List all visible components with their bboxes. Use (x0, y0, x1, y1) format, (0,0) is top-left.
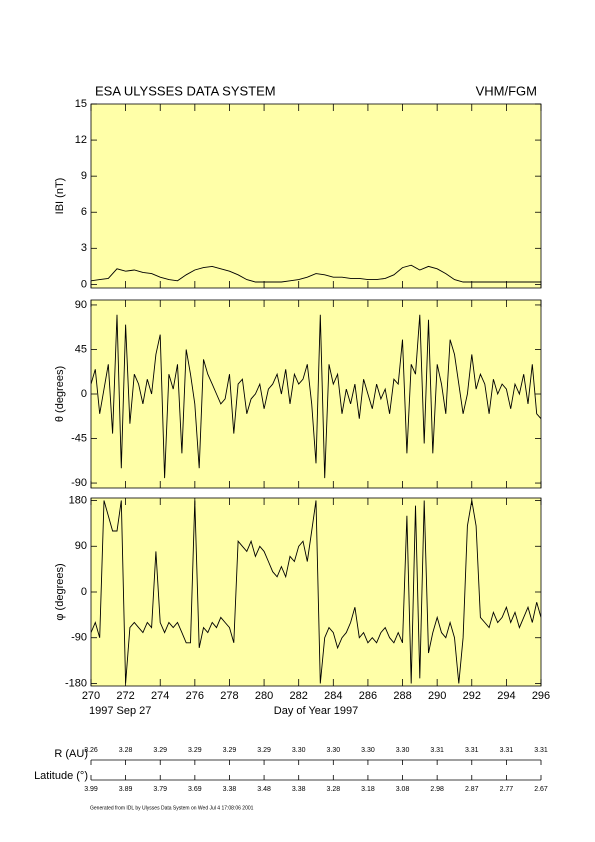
y-tick-label: 15 (75, 98, 87, 110)
lat-value: 2.87 (465, 786, 479, 793)
y-axis-label: IBI (nT) (54, 178, 66, 215)
lat-value: 2.98 (430, 786, 444, 793)
data-line (91, 264, 541, 283)
y-tick-label: 90 (75, 299, 87, 311)
y-axis-label: φ (degrees) (54, 563, 66, 620)
lat-value: 3.69 (188, 786, 202, 793)
x-tick-label: 282 (290, 690, 308, 702)
series (91, 264, 541, 283)
r-value: 3.29 (153, 747, 167, 754)
lat-label: Latitude (°) (34, 770, 88, 782)
y-tick-label: -90 (71, 477, 87, 489)
x-tick-label: 270 (82, 690, 100, 702)
lat-value: 2.67 (534, 786, 548, 793)
plot-area (90, 103, 542, 289)
r-value: 3.30 (292, 747, 306, 754)
r-value: 3.29 (223, 747, 237, 754)
r-value: 3.30 (396, 747, 410, 754)
y-tick-label: 6 (81, 206, 87, 218)
x-tick-label: 286 (359, 690, 377, 702)
lat-value: 3.89 (119, 786, 133, 793)
y-tick-label: 9 (81, 170, 87, 182)
data-line (91, 314, 541, 479)
series (91, 500, 541, 684)
r-value: 3.30 (326, 747, 340, 754)
plot-area (90, 497, 542, 687)
r-label: R (AU) (54, 748, 88, 760)
y-tick-label: 3 (81, 242, 87, 254)
x-tick-label: 274 (151, 690, 169, 702)
y-axis-label: θ (degrees) (54, 366, 66, 422)
x-tick-label: 278 (220, 690, 238, 702)
y-tick-label: 12 (75, 134, 87, 146)
lat-value: 3.48 (257, 786, 271, 793)
x-tick-label: 294 (497, 690, 515, 702)
y-tick-label: 45 (75, 343, 87, 355)
lat-value: 3.38 (223, 786, 237, 793)
r-value: 3.26 (84, 747, 98, 754)
r-value: 3.29 (188, 747, 202, 754)
x-tick-label: 276 (186, 690, 204, 702)
y-tick-label: 0 (81, 388, 87, 400)
r-value: 3.31 (430, 747, 444, 754)
y-tick-label: -90 (71, 632, 87, 644)
lat-value: 2.77 (500, 786, 514, 793)
y-tick-label: 180 (69, 494, 87, 506)
x-tick-label: 272 (116, 690, 134, 702)
y-tick-label: 0 (81, 278, 87, 290)
r-value: 3.31 (465, 747, 479, 754)
r-value: 3.31 (534, 747, 548, 754)
x-axis-label: Day of Year 1997 (274, 705, 358, 717)
r-value: 3.30 (361, 747, 375, 754)
lat-value: 3.38 (292, 786, 306, 793)
x-tick-label: 284 (324, 690, 342, 702)
r-value: 3.28 (119, 747, 133, 754)
start-date: 1997 Sep 27 (89, 705, 151, 717)
x-tick-label: 296 (532, 690, 550, 702)
r-value: 3.31 (500, 747, 514, 754)
r-value: 3.29 (257, 747, 271, 754)
y-tick-label: -45 (71, 432, 87, 444)
y-tick-label: -180 (65, 677, 87, 689)
lat-value: 3.79 (153, 786, 167, 793)
lat-value: 3.28 (326, 786, 340, 793)
lat-value: 3.99 (84, 786, 98, 793)
x-tick-label: 280 (255, 690, 273, 702)
x-tick-label: 290 (428, 690, 446, 702)
x-tick-label: 292 (463, 690, 481, 702)
lat-value: 3.18 (361, 786, 375, 793)
x-tick-label: 288 (393, 690, 411, 702)
lat-value: 3.08 (396, 786, 410, 793)
instrument: VHM/FGM (476, 83, 537, 98)
footer: Generated from IDL by Ulysses Data Syste… (90, 805, 254, 811)
title: ESA ULYSSES DATA SYSTEM (95, 83, 276, 98)
series (91, 314, 541, 479)
y-tick-label: 0 (81, 586, 87, 598)
data-line (91, 500, 541, 684)
y-tick-label: 90 (75, 540, 87, 552)
